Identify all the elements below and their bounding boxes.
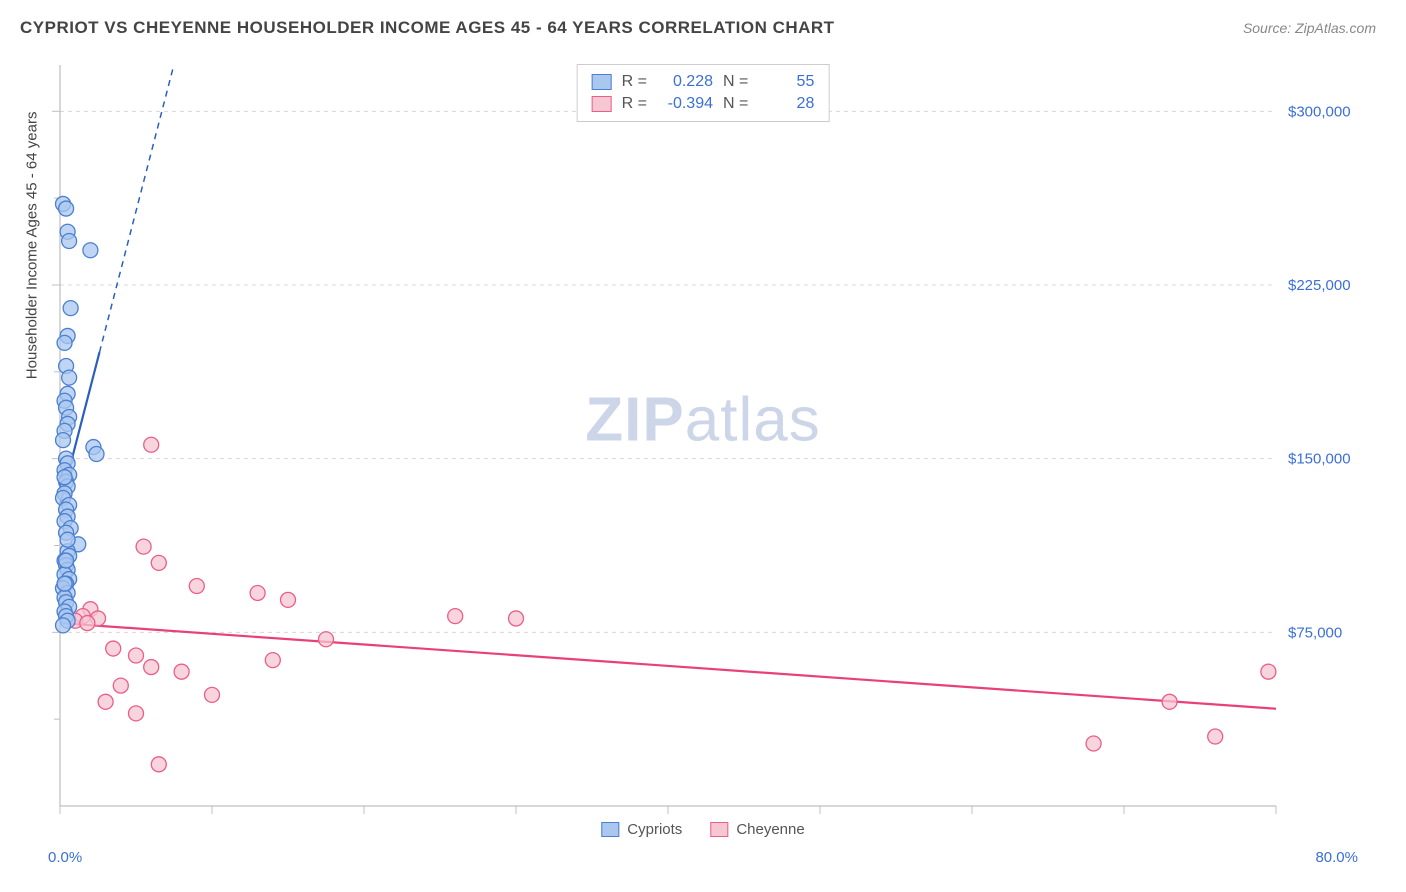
swatch-cypriots xyxy=(592,74,612,90)
data-point xyxy=(113,678,128,693)
legend-r-cypriots: 0.228 xyxy=(657,73,713,91)
data-point xyxy=(509,611,524,626)
data-point xyxy=(151,555,166,570)
data-point xyxy=(1261,664,1276,679)
data-point xyxy=(265,653,280,668)
data-point xyxy=(189,579,204,594)
chart-area: Householder Income Ages 45 - 64 years ZI… xyxy=(50,60,1356,842)
x-axis-max: 80.0% xyxy=(1315,849,1358,866)
swatch-cheyenne xyxy=(592,96,612,112)
data-point xyxy=(319,632,334,647)
legend-r-cheyenne: -0.394 xyxy=(657,95,713,113)
legend-n-label: N = xyxy=(723,95,748,113)
trend-line xyxy=(60,623,1276,709)
source-name: ZipAtlas.com xyxy=(1295,20,1376,36)
swatch-cypriots-icon xyxy=(601,822,619,837)
data-point xyxy=(57,470,72,485)
data-point xyxy=(136,539,151,554)
data-point xyxy=(106,641,121,656)
legend-label-cypriots: Cypriots xyxy=(627,821,682,838)
data-point xyxy=(59,553,74,568)
trend-line-dash xyxy=(100,65,174,352)
y-axis-label: Householder Income Ages 45 - 64 years xyxy=(24,112,41,380)
legend-r-label: R = xyxy=(622,73,647,91)
data-point xyxy=(174,664,189,679)
data-point xyxy=(56,433,71,448)
y-grid-label: $225,000 xyxy=(1288,277,1351,294)
chart-title: CYPRIOT VS CHEYENNE HOUSEHOLDER INCOME A… xyxy=(20,18,835,38)
legend-row-cypriots: R = 0.228 N = 55 xyxy=(592,71,815,93)
data-point xyxy=(1162,694,1177,709)
data-point xyxy=(281,592,296,607)
y-grid-label: $300,000 xyxy=(1288,103,1351,120)
data-point xyxy=(56,618,71,633)
data-point xyxy=(57,576,72,591)
legend-row-cheyenne: R = -0.394 N = 28 xyxy=(592,93,815,115)
scatter-plot: $75,000 $150,000 $225,000 $300,000 xyxy=(50,60,1356,842)
legend-r-label: R = xyxy=(622,95,647,113)
data-point xyxy=(63,301,78,316)
legend-n-cheyenne: 28 xyxy=(758,95,814,113)
y-grid-label: $150,000 xyxy=(1288,451,1351,468)
series-legend: Cypriots Cheyenne xyxy=(601,821,804,838)
source-attribution: Source: ZipAtlas.com xyxy=(1243,20,1376,36)
chart-header: CYPRIOT VS CHEYENNE HOUSEHOLDER INCOME A… xyxy=(0,0,1406,48)
data-point xyxy=(250,585,265,600)
data-point xyxy=(62,370,77,385)
data-point xyxy=(144,437,159,452)
data-point xyxy=(151,757,166,772)
data-point xyxy=(205,687,220,702)
swatch-cheyenne-icon xyxy=(710,822,728,837)
y-grid-label: $75,000 xyxy=(1288,624,1342,641)
data-point xyxy=(60,532,75,547)
data-point xyxy=(89,447,104,462)
data-point xyxy=(1208,729,1223,744)
data-point xyxy=(59,201,74,216)
data-point xyxy=(80,616,95,631)
legend-item-cypriots: Cypriots xyxy=(601,821,682,838)
data-point xyxy=(144,660,159,675)
data-point xyxy=(98,694,113,709)
data-point xyxy=(448,609,463,624)
x-axis-min: 0.0% xyxy=(48,849,82,866)
data-point xyxy=(129,648,144,663)
data-point xyxy=(83,243,98,258)
correlation-legend: R = 0.228 N = 55 R = -0.394 N = 28 xyxy=(577,64,830,122)
legend-n-label: N = xyxy=(723,73,748,91)
data-point xyxy=(1086,736,1101,751)
data-point xyxy=(129,706,144,721)
legend-item-cheyenne: Cheyenne xyxy=(710,821,804,838)
legend-n-cypriots: 55 xyxy=(758,73,814,91)
data-point xyxy=(62,233,77,248)
legend-label-cheyenne: Cheyenne xyxy=(736,821,804,838)
source-prefix: Source: xyxy=(1243,20,1295,36)
data-point xyxy=(57,335,72,350)
